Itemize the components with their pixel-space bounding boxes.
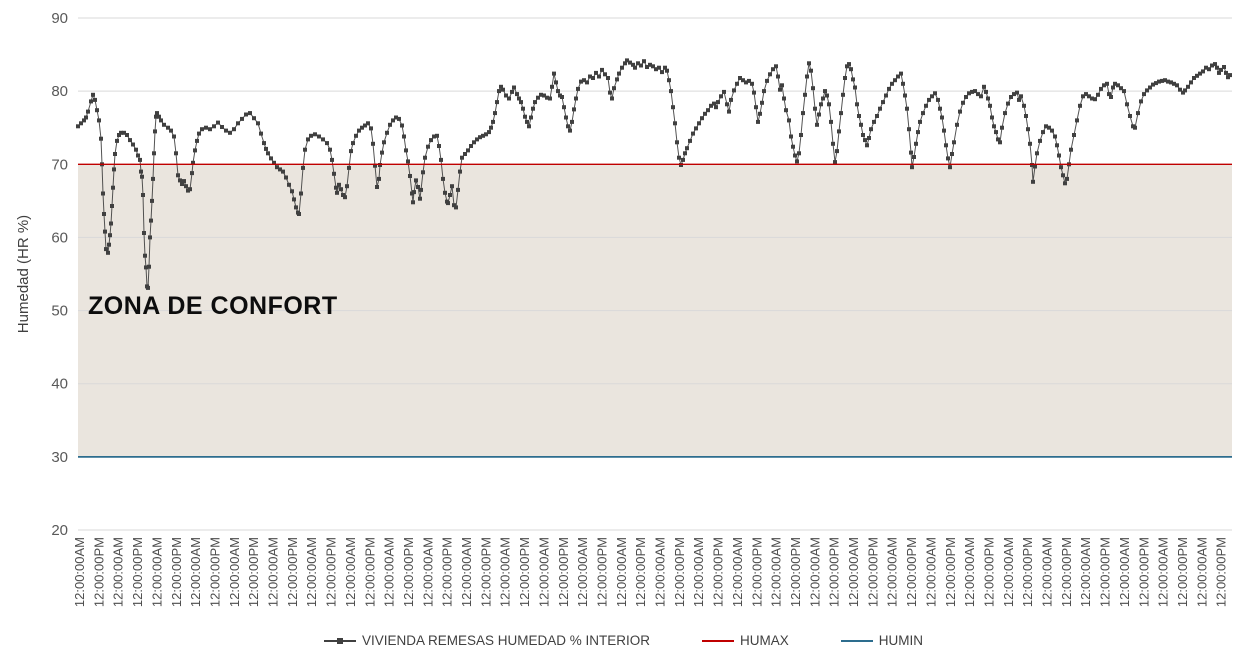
legend-item-humin: HUMIN xyxy=(840,633,924,648)
x-tick-label: 12:00:00PM xyxy=(749,537,764,607)
y-tick-label: 70 xyxy=(51,156,68,173)
x-tick-label: 12:00:00AM xyxy=(653,537,668,607)
x-tick-label: 12:00:00PM xyxy=(362,537,377,607)
x-tick-label: 12:00:00PM xyxy=(169,537,184,607)
x-tick-label: 12:00:00PM xyxy=(943,537,958,607)
x-tick-label: 12:00:00PM xyxy=(1020,537,1035,607)
line-with-marker-key-icon xyxy=(323,636,356,646)
x-tick-label: 12:00:00AM xyxy=(1117,537,1132,607)
x-tick-label: 12:00:00AM xyxy=(614,537,629,607)
x-tick-label: 12:00:00AM xyxy=(1001,537,1016,607)
x-tick-label: 12:00:00PM xyxy=(440,537,455,607)
x-tick-label: 12:00:00AM xyxy=(343,537,358,607)
x-tick-label: 12:00:00PM xyxy=(1098,537,1113,607)
x-tick-label: 12:00:00AM xyxy=(1194,537,1209,607)
x-tick-label: 12:00:00PM xyxy=(246,537,261,607)
x-tick-label: 12:00:00PM xyxy=(517,537,532,607)
legend-item-vivienda-remesas: VIVIENDA REMESAS HUMEDAD % INTERIOR xyxy=(323,633,651,648)
x-tick-label: 12:00:00PM xyxy=(904,537,919,607)
y-tick-label: 50 xyxy=(51,303,68,320)
x-tick-label: 12:00:00PM xyxy=(207,537,222,607)
x-tick-label: 12:00:00PM xyxy=(1175,537,1190,607)
y-tick-label: 40 xyxy=(51,376,68,393)
y-tick-label: 80 xyxy=(51,83,68,100)
x-tick-label: 12:00:00AM xyxy=(188,537,203,607)
x-tick-label: 12:00:00PM xyxy=(285,537,300,607)
legend-label-humin: HUMIN xyxy=(878,633,924,648)
teal-line-key-icon xyxy=(840,636,873,646)
x-tick-label: 12:00:00AM xyxy=(420,537,435,607)
x-tick-label: 12:00:00AM xyxy=(111,537,126,607)
x-tick-label: 12:00:00AM xyxy=(1078,537,1093,607)
chart-legend: VIVIENDA REMESAS HUMEDAD % INTERIOR HUMA… xyxy=(0,633,1247,648)
y-axis-title: Humedad (HR %) xyxy=(15,215,32,333)
x-tick-label: 12:00:00AM xyxy=(382,537,397,607)
y-tick-label: 20 xyxy=(51,522,68,539)
x-tick-label: 12:00:00AM xyxy=(885,537,900,607)
x-tick-label: 12:00:00AM xyxy=(846,537,861,607)
x-tick-label: 12:00:00PM xyxy=(788,537,803,607)
legend-item-humax: HUMAX xyxy=(702,633,789,648)
x-tick-label: 12:00:00AM xyxy=(769,537,784,607)
humidity-chart: 90 80 70 60 50 40 30 20 12:00:00AM 12:00:00PM 12:0… xyxy=(15,10,1232,607)
x-tick-label: 12:00:00AM xyxy=(962,537,977,607)
x-tick-label: 12:00:00PM xyxy=(827,537,842,607)
x-tick-label: 12:00:00AM xyxy=(691,537,706,607)
x-tick-label: 12:00:00AM xyxy=(575,537,590,607)
x-tick-label: 12:00:00AM xyxy=(227,537,242,607)
x-tick-label: 12:00:00PM xyxy=(633,537,648,607)
axis-tick-labels: 90 80 70 60 50 40 30 20 12:00:00AM 12:00:00PM 12:0… xyxy=(51,10,1228,607)
y-tick-label: 30 xyxy=(51,449,68,466)
plot-background xyxy=(78,17,1232,531)
legend-label-vivienda-remesas: VIVIENDA REMESAS HUMEDAD % INTERIOR xyxy=(361,633,651,648)
red-line-key-icon xyxy=(702,636,735,646)
legend-label-humax: HUMAX xyxy=(740,633,789,648)
x-tick-label: 12:00:00AM xyxy=(149,537,164,607)
x-tick-label: 12:00:00PM xyxy=(1059,537,1074,607)
x-tick-label: 12:00:00AM xyxy=(923,537,938,607)
x-tick-label: 12:00:00AM xyxy=(807,537,822,607)
x-tick-label: 12:00:00PM xyxy=(1136,537,1151,607)
x-tick-label: 12:00:00PM xyxy=(594,537,609,607)
x-tick-label: 12:00:00AM xyxy=(459,537,474,607)
x-tick-label: 12:00:00PM xyxy=(324,537,339,607)
x-tick-label: 12:00:00AM xyxy=(1040,537,1055,607)
x-tick-label: 12:00:00PM xyxy=(401,537,416,607)
series-markers xyxy=(76,58,1232,290)
x-tick-label: 12:00:00PM xyxy=(91,537,106,607)
x-tick-label: 12:00:00PM xyxy=(130,537,145,607)
comfort-zone-label: ZONA DE CONFORT xyxy=(88,292,338,320)
x-tick-label: 12:00:00PM xyxy=(981,537,996,607)
x-tick-label: 12:00:00AM xyxy=(1156,537,1171,607)
x-tick-label: 12:00:00PM xyxy=(1214,537,1229,607)
x-tick-label: 12:00:00PM xyxy=(478,537,493,607)
x-tick-label: 12:00:00PM xyxy=(865,537,880,607)
x-tick-label: 12:00:00AM xyxy=(304,537,319,607)
x-tick-label: 12:00:00PM xyxy=(711,537,726,607)
y-tick-label: 60 xyxy=(51,229,68,246)
x-tick-label: 12:00:00AM xyxy=(536,537,551,607)
x-tick-label: 12:00:00AM xyxy=(498,537,513,607)
x-tick-label: 12:00:00PM xyxy=(556,537,571,607)
x-tick-label: 12:00:00AM xyxy=(730,537,745,607)
plot-series xyxy=(76,58,1232,458)
x-tick-label: 12:00:00PM xyxy=(672,537,687,607)
y-tick-label: 90 xyxy=(51,10,68,27)
x-tick-label: 12:00:00AM xyxy=(72,537,87,607)
x-tick-label: 12:00:00AM xyxy=(266,537,281,607)
